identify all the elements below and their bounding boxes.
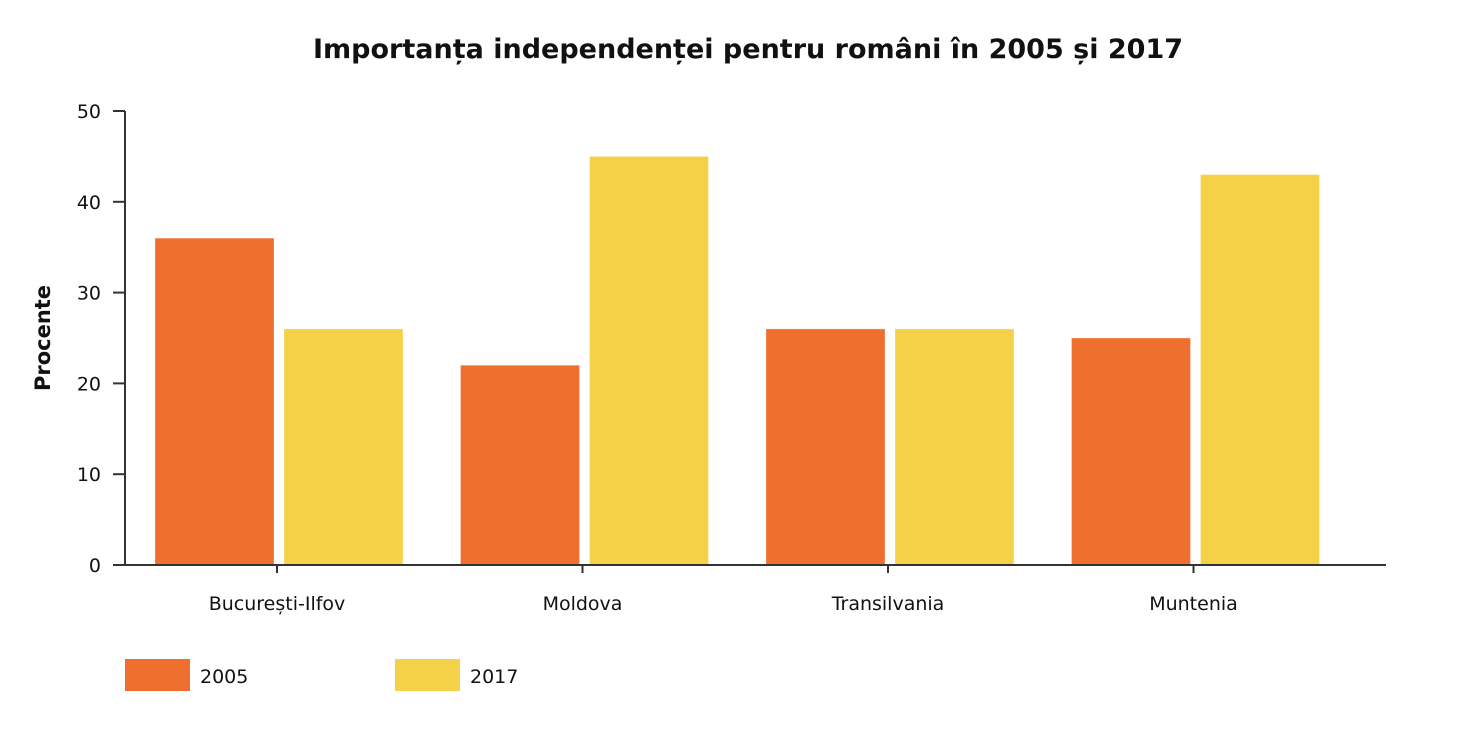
bar-2017-3	[1200, 174, 1320, 566]
bar-2005-0	[154, 237, 275, 566]
legend-label: 2017	[470, 666, 518, 688]
y-tick-label: 0	[89, 555, 101, 577]
x-tick-label: Transilvania	[831, 593, 945, 615]
x-tick-label: Moldova	[543, 593, 623, 615]
bar-2005-3	[1071, 337, 1191, 566]
legend-swatch-2005	[125, 659, 190, 691]
x-tick-label: Muntenia	[1149, 593, 1238, 615]
y-tick-label: 10	[77, 464, 101, 486]
y-axis-label: Procente	[31, 285, 55, 391]
bar-2005-1	[460, 364, 580, 566]
x-tick-label: București-Ilfov	[209, 593, 346, 615]
y-tick-label: 50	[77, 101, 101, 123]
bar-2017-2	[894, 328, 1015, 566]
bar-2017-1	[589, 155, 709, 566]
y-tick-label: 40	[77, 192, 101, 214]
y-tick-label: 30	[77, 283, 101, 305]
legend-label: 2005	[200, 666, 248, 688]
legend-swatch-2017	[395, 659, 460, 691]
chart-title: Importanța independenței pentru români î…	[313, 34, 1183, 65]
bar-2017-0	[283, 328, 404, 566]
bar-2005-2	[765, 328, 886, 566]
y-tick-label: 20	[77, 373, 101, 395]
